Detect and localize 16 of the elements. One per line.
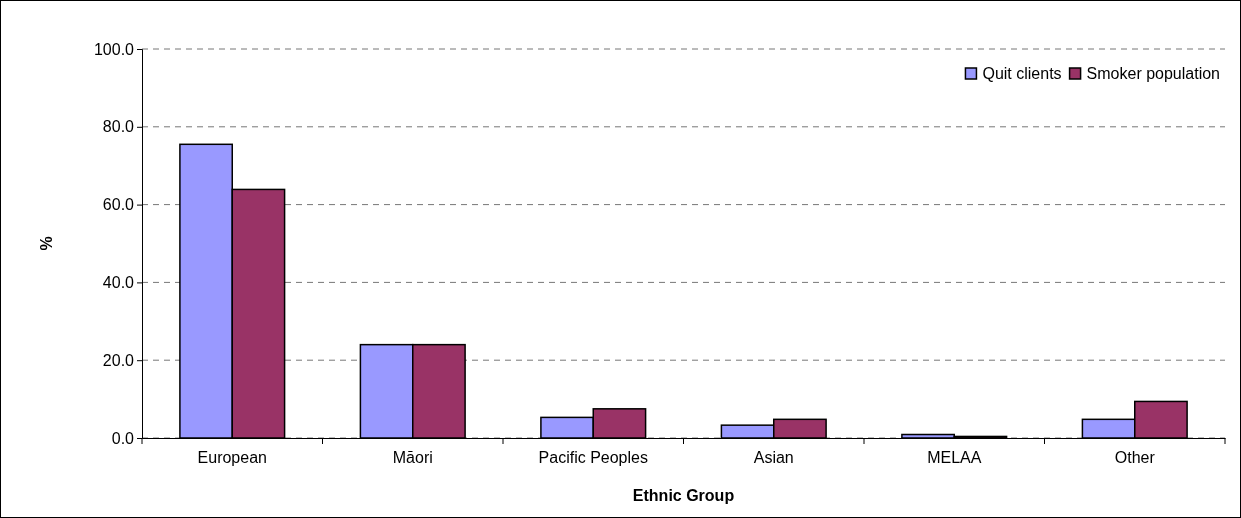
y-tick-label: 100.0 [93,40,135,58]
x-tick-label: Māori [392,449,433,467]
x-tick-label: MELAA [927,449,982,467]
y-tick-label: 20.0 [102,351,135,369]
x-tick-label: Pacific Peoples [538,449,648,467]
legend-label: Smoker population [1086,65,1220,82]
x-tick-label: European [197,449,267,467]
y-tick-label: 80.0 [102,118,135,136]
y-tick-label: 40.0 [102,274,135,292]
x-tick-label: Other [1114,449,1156,467]
legend-label: Quit clients [982,65,1062,82]
y-axis-title: % [38,236,55,251]
x-tick-label: Asian [753,449,794,467]
y-tick-label: 60.0 [102,196,135,214]
y-tick-label: 0.0 [111,429,135,447]
x-axis-title: Ethnic Group [632,487,735,504]
